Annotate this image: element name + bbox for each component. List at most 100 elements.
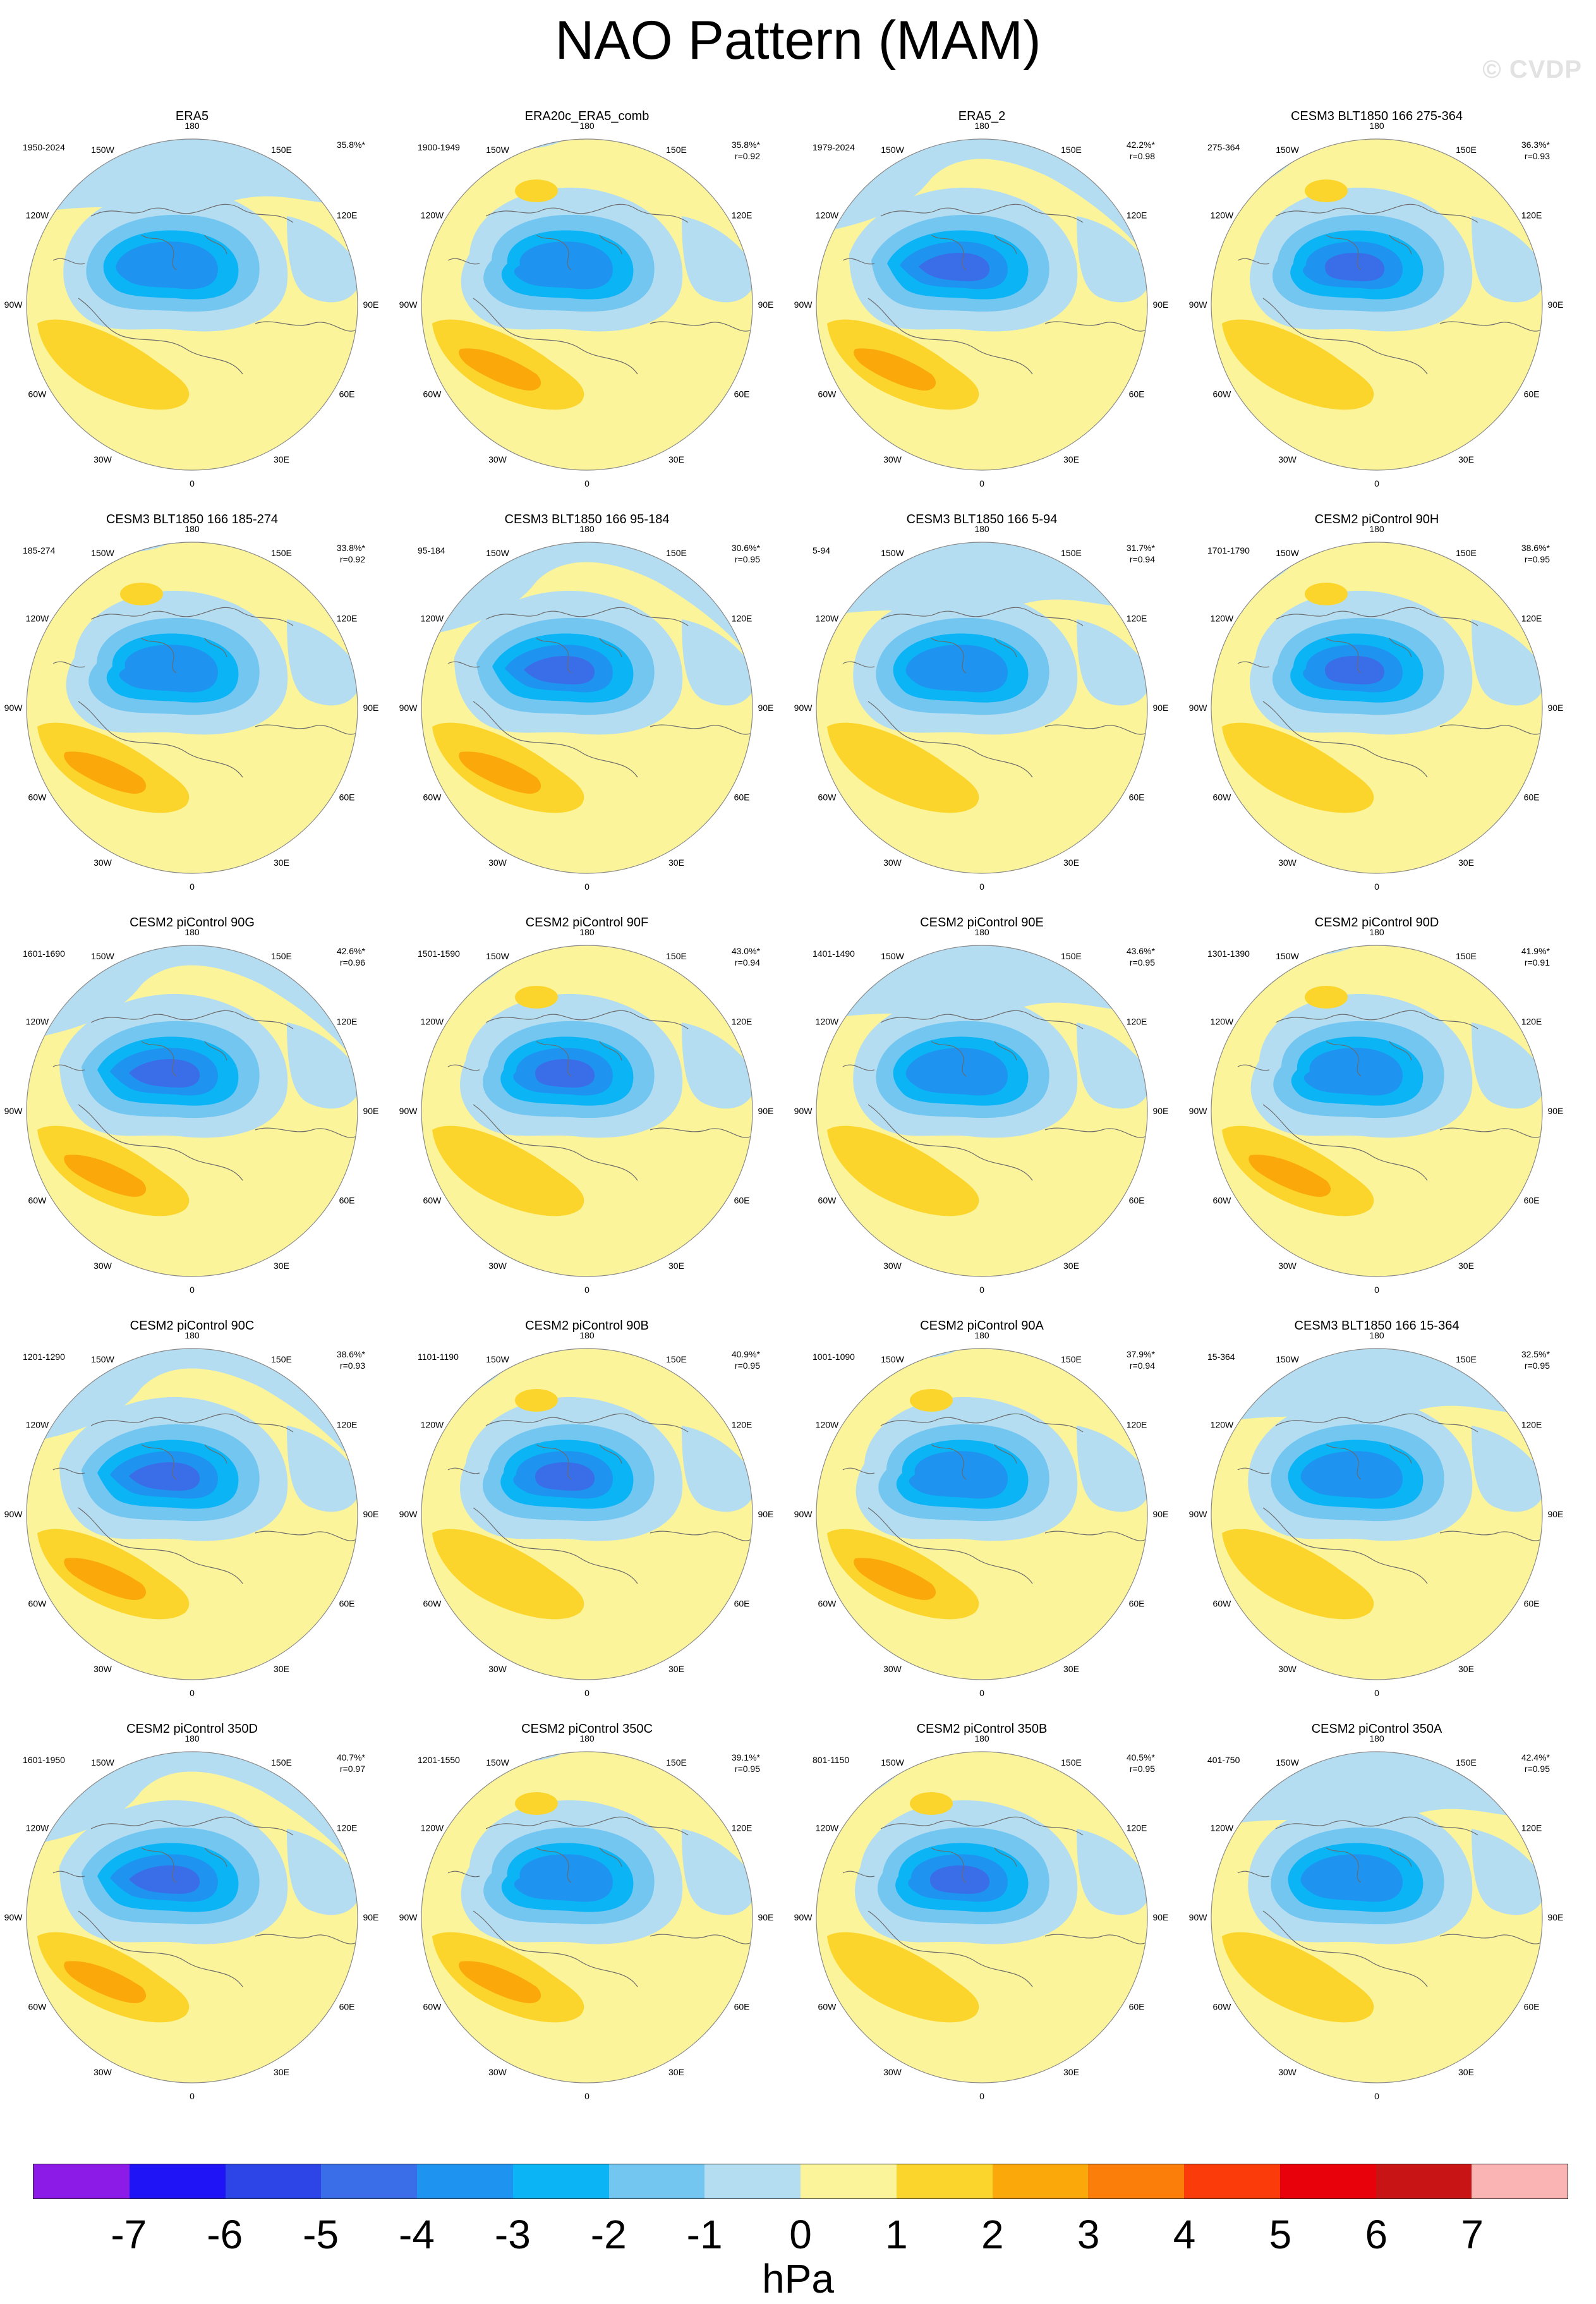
longitude-label: 30W [488,858,507,868]
page-title: NAO Pattern (MAM) [555,10,1041,71]
longitude-label: 150E [666,548,687,558]
longitude-label: 30W [883,2067,902,2077]
longitude-label: 30E [274,858,289,868]
longitude-label: 30E [274,1261,289,1271]
longitude-label: 90W [4,1106,23,1116]
longitude-label: 60E [1129,1195,1145,1205]
positive-anomaly-core-atlantic [854,751,936,794]
longitude-label: 150W [881,951,904,961]
map-panel: 180 150E 120E 90E 60E 30E 0 30W 60W 90W 120W 150W CE… [399,1318,774,1698]
panel-years: 1950-2024 [23,142,65,152]
longitude-label: 30W [1278,1261,1297,1271]
longitude-label: 60E [339,792,355,802]
colorbar-tick-label: -5 [303,2212,339,2257]
longitude-label: 60W [423,792,442,802]
negative-anomaly-region-east [682,1426,753,1512]
polar-map: 180 150E 120E 90E 60E 30E 0 30W 60W 90W 120W 150W [4,927,379,1295]
longitude-label: 30W [883,1261,902,1271]
longitude-label: 90W [1189,1106,1208,1116]
negative-anomaly-region-east [682,1829,753,1915]
map-boundary [816,1348,1148,1680]
map-boundary [1211,945,1543,1277]
coastline [1237,607,1542,778]
panel-title: CESM2 piControl 90H [1314,512,1439,526]
colorbar-tick-label: -1 [686,2212,723,2257]
negative-anomaly-region-pacific [27,139,358,216]
longitude-label: 150E [1456,1757,1477,1767]
map-panel: 180 150E 120E 90E 60E 30E 0 30W 60W 90W 120W 150W CE… [794,915,1169,1295]
longitude-label: 120E [337,1823,358,1833]
longitude-label: 0 [190,1688,195,1698]
longitude-label: 90W [794,1106,813,1116]
longitude-label: 180 [579,927,595,937]
longitude-label: 150E [1061,1757,1082,1767]
pattern-correlation: r=0.93 [1524,151,1550,161]
polar-map: 180 150E 120E 90E 60E 30E 0 30W 60W 90W 120W 150W [4,121,379,488]
longitude-label: 150W [1276,145,1299,155]
map-boundary [816,138,1148,471]
map-boundary [26,542,358,874]
longitude-label: 30W [94,454,112,464]
longitude-label: 150W [486,1354,509,1364]
map-boundary [421,138,753,471]
panel-stats: 42.4%* r=0.95 [1521,1752,1550,1774]
positive-anomaly-core-atlantic [64,348,147,391]
longitude-label: 30W [94,2067,112,2077]
panel-title: CESM2 piControl 350D [126,1722,258,1736]
positive-anomaly-region-pacific [910,1792,953,1815]
polar-map: 180 150E 120E 90E 60E 30E 0 30W 60W 90W 120W 150W [399,927,774,1295]
colorbar-segment [33,2164,130,2198]
longitude-label: 120E [337,1420,358,1430]
longitude-label: 120E [732,614,753,624]
panel-stats: 42.6%* r=0.96 [337,945,365,968]
polar-map: 180 150E 120E 90E 60E 30E 0 30W 60W 90W 120W 150W [794,524,1169,892]
polar-map: 180 150E 120E 90E 60E 30E 0 30W 60W 90W 120W 150W [1189,1733,1564,2101]
longitude-label: 180 [184,121,200,131]
map-panel: 180 150E 120E 90E 60E 30E 0 30W 60W 90W 120W 150W CE… [794,1721,1169,2101]
longitude-label: 30E [668,2067,684,2077]
negative-anomaly-region-core [116,241,218,289]
positive-anomaly-core-atlantic [1248,751,1331,794]
longitude-label: 30E [274,1664,289,1674]
longitude-label: 150E [666,145,687,155]
longitude-label: 120W [1211,1420,1234,1430]
longitude-label: 90W [1189,1912,1208,1922]
colorbar-segment [129,2164,226,2198]
panel-title: ERA20c_ERA5_comb [524,109,650,123]
longitude-label: 30E [1063,1664,1079,1674]
polar-map: 180 150E 120E 90E 60E 30E 0 30W 60W 90W 120W 150W [794,927,1169,1295]
longitude-label: 30W [883,454,902,464]
positive-anomaly-core-atlantic [854,1558,936,1600]
longitude-label: 120W [26,1823,49,1833]
longitude-label: 60E [1524,1598,1540,1608]
pattern-correlation: r=0.95 [734,1361,760,1371]
longitude-label: 120E [1521,1017,1542,1027]
panel-years: 1601-1950 [23,1755,65,1765]
panel-stats: 40.9%* r=0.95 [732,1349,760,1371]
longitude-label: 30W [883,1664,902,1674]
map-panel: 180 150E 120E 90E 60E 30E 0 30W 60W 90W 120W 150W ER… [399,109,774,488]
longitude-label: 60E [339,1195,355,1205]
longitude-label: 60W [818,389,837,399]
longitude-label: 60E [1524,1195,1540,1205]
variance-explained: 36.3%* [1521,140,1550,150]
longitude-label: 120W [1211,614,1234,624]
positive-anomaly-core-atlantic [459,1155,541,1197]
negative-anomaly-region-east [1077,619,1147,706]
panel-years: 1301-1390 [1207,949,1250,959]
colorbar-tick-label: 6 [1365,2212,1388,2257]
longitude-label: 180 [184,1733,200,1743]
polar-map: 180 150E 120E 90E 60E 30E 0 30W 60W 90W 120W 150W [4,524,379,892]
polar-map: 180 150E 120E 90E 60E 30E 0 30W 60W 90W 120W 150W [794,121,1169,488]
pattern-correlation: r=0.95 [1129,957,1155,967]
coastline [1237,1010,1542,1181]
longitude-label: 60W [28,2001,47,2011]
positive-anomaly-core-atlantic [64,1961,147,2003]
colorbar-segment [512,2164,609,2198]
pattern-correlation: r=0.98 [1129,151,1155,161]
longitude-label: 30E [274,2067,289,2077]
negative-anomaly-region-east [1472,619,1542,706]
longitude-label: 60W [423,2001,442,2011]
negative-anomaly-region-east [1077,216,1147,303]
panel-title: CESM2 piControl 90A [920,1319,1044,1333]
